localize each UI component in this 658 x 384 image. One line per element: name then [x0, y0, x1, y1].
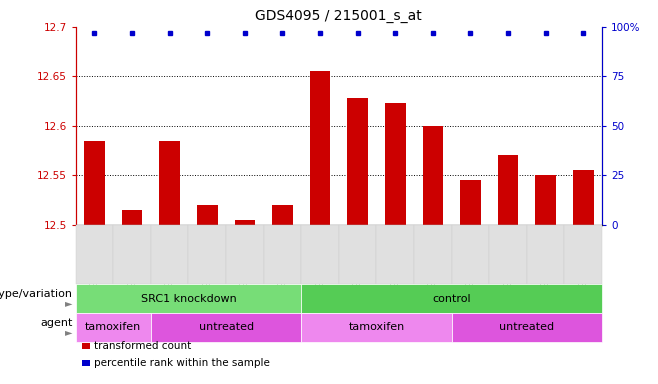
Bar	[497, 156, 519, 225]
Text: SRC1 knockdown: SRC1 knockdown	[141, 293, 236, 304]
Bar	[536, 175, 556, 225]
Bar	[234, 220, 255, 225]
Bar	[84, 141, 105, 225]
Bar	[422, 126, 443, 225]
Text: ►: ►	[65, 298, 72, 308]
Text: ►: ►	[65, 327, 72, 337]
Text: untreated: untreated	[499, 322, 555, 333]
Bar	[347, 98, 368, 225]
Bar	[460, 180, 481, 225]
Bar	[122, 210, 142, 225]
Bar	[573, 170, 594, 225]
Bar	[197, 205, 218, 225]
Text: genotype/variation: genotype/variation	[0, 289, 72, 299]
Bar	[272, 205, 293, 225]
Bar	[385, 103, 405, 225]
Text: tamoxifen: tamoxifen	[85, 322, 141, 333]
Text: transformed count: transformed count	[94, 341, 191, 351]
Text: percentile rank within the sample: percentile rank within the sample	[94, 358, 270, 368]
Bar	[310, 71, 330, 225]
Text: agent: agent	[40, 318, 72, 328]
Bar	[159, 141, 180, 225]
Text: tamoxifen: tamoxifen	[348, 322, 405, 333]
Text: control: control	[432, 293, 471, 304]
Title: GDS4095 / 215001_s_at: GDS4095 / 215001_s_at	[255, 9, 422, 23]
Text: untreated: untreated	[199, 322, 253, 333]
